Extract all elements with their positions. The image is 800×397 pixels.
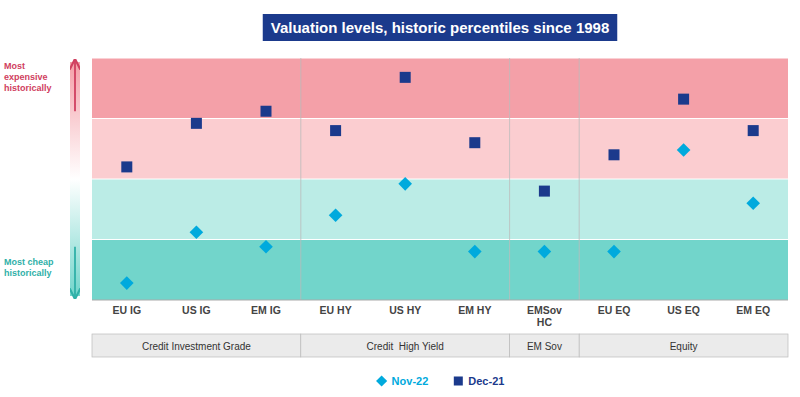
point bbox=[609, 149, 620, 160]
x-tick-label: EM EQ bbox=[736, 304, 770, 316]
group-separator bbox=[579, 58, 580, 300]
group-label: Equity bbox=[670, 341, 698, 352]
x-tick-label-line: EU HY bbox=[320, 304, 352, 316]
group-label: EM Sov bbox=[527, 341, 562, 352]
group-box bbox=[579, 334, 788, 357]
annotation-line: Most bbox=[4, 61, 25, 71]
legend-item: Nov-22 bbox=[376, 375, 428, 387]
grid-line bbox=[92, 58, 788, 59]
point bbox=[607, 245, 621, 259]
point bbox=[468, 245, 482, 259]
legend-label: Nov-22 bbox=[392, 375, 429, 387]
point bbox=[469, 137, 480, 148]
annotation-line: expensive bbox=[4, 72, 48, 82]
x-tick-label-line: EM HY bbox=[458, 304, 491, 316]
title-group: Valuation levels, historic percentiles s… bbox=[263, 14, 618, 41]
arrow-expensive bbox=[74, 61, 76, 111]
point bbox=[400, 72, 411, 83]
group-label: Credit Investment Grade bbox=[142, 341, 251, 352]
x-tick-label: EM HY bbox=[458, 304, 491, 316]
x-tick-label: US IG bbox=[182, 304, 211, 316]
group-label: Credit High Yield bbox=[367, 341, 444, 352]
x-tick-label: EMSovHC bbox=[527, 304, 562, 328]
point bbox=[259, 240, 273, 254]
point bbox=[120, 276, 134, 290]
point bbox=[748, 125, 759, 136]
series bbox=[120, 143, 760, 290]
point bbox=[677, 143, 691, 157]
annotation: Most cheaphistorically bbox=[4, 257, 54, 278]
band bbox=[92, 58, 788, 119]
band bbox=[92, 179, 788, 240]
legend-item: Dec-21 bbox=[454, 375, 505, 387]
point bbox=[121, 161, 132, 172]
x-tick-label-line: EM IG bbox=[251, 304, 281, 316]
x-tick-label-line: HC bbox=[537, 316, 553, 328]
point bbox=[678, 94, 689, 105]
annotation-line: historically bbox=[4, 83, 52, 93]
x-tick-label: EU EQ bbox=[598, 304, 631, 316]
title-background bbox=[263, 14, 618, 41]
x-tick-label-line: EM EQ bbox=[736, 304, 770, 316]
point bbox=[746, 196, 760, 210]
x-tick-label-line: US EQ bbox=[667, 304, 700, 316]
point bbox=[539, 186, 550, 197]
x-tick-label-line: US HY bbox=[389, 304, 421, 316]
annotation: Mostexpensivehistorically bbox=[4, 61, 52, 93]
point bbox=[261, 106, 272, 117]
x-tick-label: US EQ bbox=[667, 304, 700, 316]
point bbox=[190, 225, 204, 239]
group-box bbox=[510, 334, 580, 357]
group-box bbox=[301, 334, 510, 357]
markers bbox=[120, 72, 760, 290]
chart: EU IG US IG EM IG EU HY US HY EM HY EMSovHC EU … bbox=[0, 0, 800, 397]
x-tick-label-line: EU IG bbox=[113, 304, 142, 316]
group-separator bbox=[300, 58, 301, 300]
x-tick-label: EM IG bbox=[251, 304, 281, 316]
annotation-line: historically bbox=[4, 268, 52, 278]
x-tick-labels: EU IG US IG EM IG EU HY US HY EM HY EMSovHC EU … bbox=[113, 304, 771, 328]
legend-label: Dec-21 bbox=[468, 375, 504, 387]
grid bbox=[92, 58, 788, 240]
point bbox=[330, 125, 341, 136]
legend-symbol bbox=[376, 375, 387, 386]
title: Valuation levels, historic percentiles s… bbox=[271, 19, 610, 36]
grid-line bbox=[92, 239, 788, 240]
series bbox=[121, 72, 758, 197]
bands bbox=[92, 58, 788, 300]
arrow-cheap bbox=[74, 247, 76, 297]
band bbox=[92, 240, 788, 301]
point bbox=[329, 208, 343, 222]
x-tick-label: EU IG bbox=[113, 304, 142, 316]
legend-symbol bbox=[454, 377, 463, 386]
group-separator bbox=[509, 58, 510, 300]
group-box bbox=[92, 334, 301, 357]
x-tick-label-line: EU EQ bbox=[598, 304, 631, 316]
point bbox=[538, 245, 552, 259]
gradient-bar bbox=[70, 62, 80, 296]
groups: Credit Investment Grade Credit High Yield… bbox=[92, 334, 788, 357]
x-tick-label: US HY bbox=[389, 304, 421, 316]
x-tick-label-line: US IG bbox=[182, 304, 211, 316]
separators bbox=[301, 58, 579, 300]
annotation-line: Most cheap bbox=[4, 257, 54, 267]
band bbox=[92, 119, 788, 180]
sidebar: MostexpensivehistoricallyMost cheaphisto… bbox=[4, 61, 80, 297]
x-tick-label-line: EMSov bbox=[527, 304, 562, 316]
grid-line bbox=[92, 179, 788, 180]
legend: Nov-22 Dec-21 bbox=[376, 375, 504, 387]
point bbox=[398, 177, 412, 191]
x-axis-line bbox=[92, 300, 788, 301]
point bbox=[191, 118, 202, 129]
x-tick-label: EU HY bbox=[320, 304, 352, 316]
